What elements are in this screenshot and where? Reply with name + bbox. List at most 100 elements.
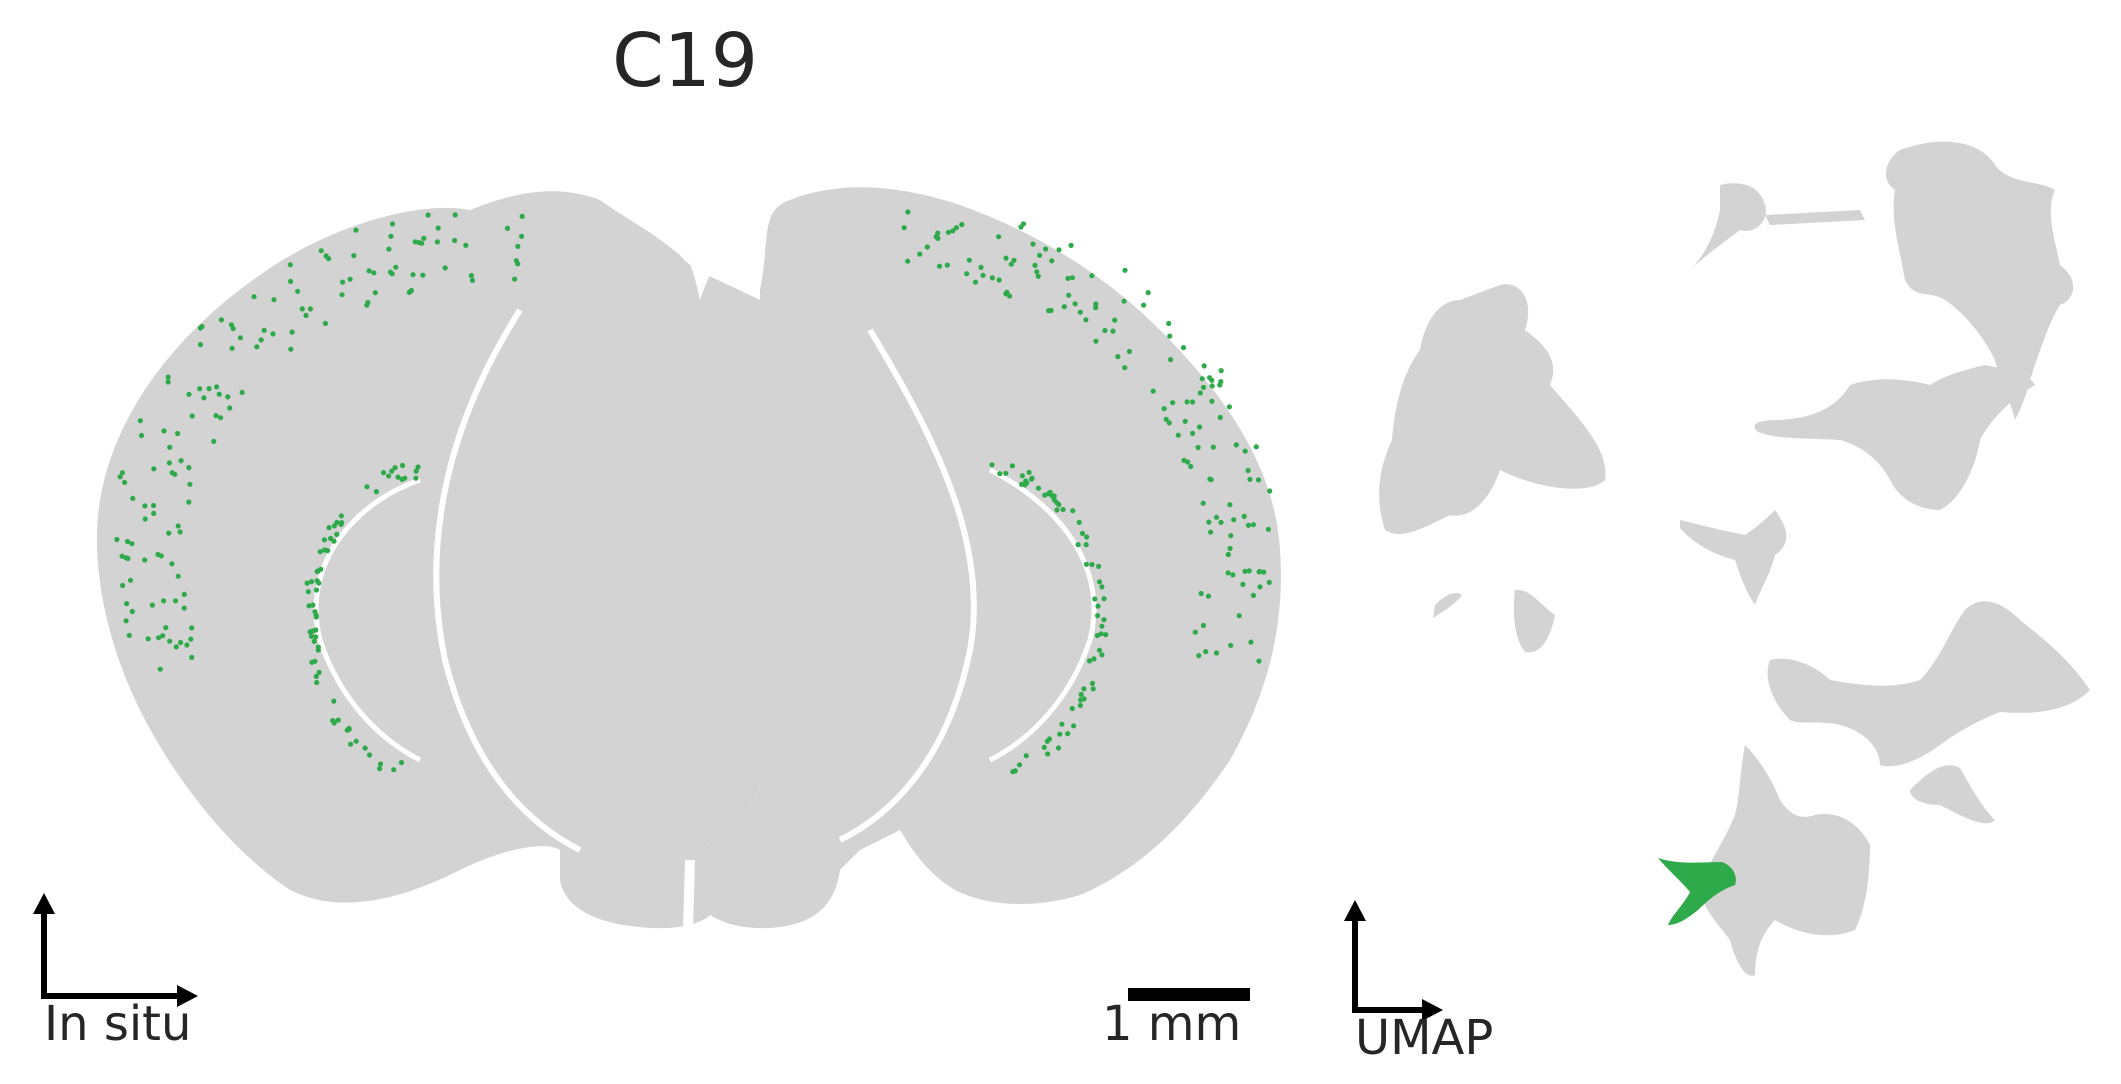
highlight-cell-dot [1218,368,1224,374]
brain-left-hemisphere [96,191,761,929]
highlight-cell-dot [178,458,184,464]
highlight-cell-dot [1026,469,1032,475]
highlight-cell-dot [380,470,387,476]
highlight-cell-dot [953,225,960,231]
highlight-cell-dot [120,582,126,589]
highlight-cell-dot [371,270,377,276]
highlight-cell-dot [351,253,357,259]
highlight-cell-dot [1009,463,1016,469]
highlight-cell-dot [452,237,458,244]
highlight-cell-dot [1201,363,1207,369]
highlight-cell-dot [1247,476,1253,482]
highlight-cell-dot [1163,416,1169,422]
highlight-cell-dot [258,337,264,343]
highlight-cell-dot [237,335,243,341]
highlight-cell-dot [184,642,190,648]
highlight-cell-dot [295,288,301,294]
highlight-cell-dot [1256,658,1262,664]
highlight-cell-dot [1075,542,1081,548]
highlight-cell-dot [1166,420,1172,426]
highlight-cell-dot [313,587,320,593]
highlight-cell-dot [1226,404,1232,410]
highlight-cell-dot [1196,424,1203,430]
highlight-cell-dot [1041,744,1047,751]
highlight-cell-dot [311,638,317,645]
highlight-cell-dot [389,468,395,474]
highlight-cell-dot [1102,327,1108,334]
highlight-cell-dot [1236,613,1242,619]
highlight-cell-dot [322,320,328,326]
highlight-cell-dot [316,580,322,586]
highlight-cell-dot [315,647,321,653]
highlight-cell-dot [239,389,245,395]
highlight-cell-dot [335,717,341,723]
highlight-cell-dot [420,272,426,278]
highlight-cell-dot [151,466,157,472]
highlight-cell-dot [1004,289,1010,295]
highlight-cell-dot [1228,533,1234,539]
highlight-cell-dot [1228,642,1234,649]
highlight-cell-dot [1245,467,1251,474]
highlight-cell-dot [175,430,181,437]
highlight-cell-dot [1095,613,1101,619]
highlight-cell-dot [1206,519,1212,525]
scale-bar [1128,988,1250,1001]
highlight-cell-dot [124,538,131,545]
highlight-cell-dot [1046,308,1052,314]
highlight-cell-dot [189,413,195,419]
highlight-cell-dot [1209,398,1215,404]
highlight-cell-dot [156,635,162,641]
highlight-cell-dot [395,474,401,480]
highlight-cell-dot [313,673,319,680]
highlight-cell-dot [996,277,1002,283]
highlight-cell-dot [206,386,212,392]
highlight-cell-dot [1079,530,1086,537]
umap-cluster-mid-right [1754,365,2035,510]
highlight-cell-dot [161,598,167,604]
highlight-cell-dot [216,391,222,397]
highlight-cell-dot [181,605,187,611]
highlight-cell-dot [1044,738,1050,744]
highlight-cell-dot [1246,568,1252,574]
highlight-cell-dot [377,761,384,767]
highlight-cell-dot [1089,561,1095,568]
highlight-cell-dot [142,503,148,509]
brain-right-hemisphere [690,187,1281,929]
highlight-cell-dot [201,395,207,401]
highlight-cell-dot [175,523,181,529]
highlight-cell-dot [1150,388,1156,394]
highlight-cell-dot [218,317,224,323]
highlight-cell-dot [959,221,965,228]
highlight-cell-dot [124,601,130,607]
highlight-cell-dot [413,468,419,474]
highlight-cell-dot [318,566,324,572]
highlight-cell-dot [1170,400,1176,406]
hippo-left [313,477,422,763]
highlight-cell-dot [1099,584,1105,590]
highlight-cell-dot [228,322,235,328]
highlight-cell-dot [1056,247,1062,253]
highlight-cell-dot [366,752,373,758]
highlight-cell-dot [218,415,224,421]
highlight-cell-dot [1071,723,1077,729]
highlight-cell-dot [936,263,943,269]
highlight-cell-dot [1096,647,1103,653]
highlight-cell-dot [288,278,294,284]
umap-up-arrowhead [1344,900,1366,921]
highlight-cell-dot [1217,414,1223,420]
highlight-cell-dot [122,479,128,485]
highlight-cell-dot [1042,492,1048,498]
highlight-cell-dot [1083,317,1089,323]
highlight-cell-dot [1180,345,1187,351]
highlight-cell-dot [151,510,157,516]
highlight-cell-dot [1037,252,1043,258]
highlight-cell-dot [1078,691,1084,698]
highlight-cell-dot [114,536,120,543]
highlight-cell-dot [1096,563,1102,570]
highlight-cell-dot [155,551,161,558]
highlight-cell-dot [1213,650,1220,656]
highlight-cell-dot [347,276,353,282]
highlight-cell-dot [1054,507,1060,513]
highlight-cell-dot [1208,477,1214,483]
highlight-cell-dot [181,591,187,598]
